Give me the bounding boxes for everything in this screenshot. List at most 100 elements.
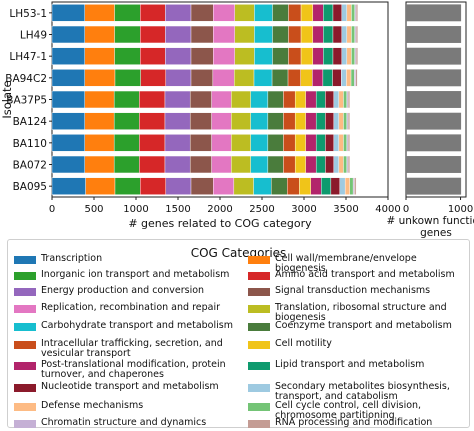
bar-segment [51, 112, 85, 130]
bar-segment [312, 47, 324, 65]
legend-item: RNA processing and modification [248, 418, 466, 428]
legend-label: RNA processing and modification [275, 417, 433, 428]
bar-segment [85, 177, 116, 195]
bar-segment [323, 25, 334, 44]
legend-item: Energy production and conversion [14, 286, 240, 296]
x-tick-label: 3500 [333, 204, 358, 215]
bar-segment [343, 155, 348, 174]
legend-item: Lipid transport and metabolism [248, 360, 466, 370]
bar-segment [254, 47, 273, 65]
bar-segment [351, 25, 356, 44]
unknown-bar [406, 4, 462, 22]
y-tick-label: BA124 [13, 116, 48, 128]
bar-segment [267, 134, 284, 152]
legend-label: Lipid transport and metabolism [275, 359, 425, 370]
bar-segment [347, 134, 350, 152]
bar-segment [287, 69, 301, 87]
bar-segment [84, 69, 116, 87]
bar-segment [139, 112, 166, 130]
legend-label: Defense mechanisms [41, 400, 144, 411]
bar-segment [254, 25, 273, 44]
unknown-bar [406, 177, 462, 195]
bar-segment [315, 112, 326, 130]
bar-segment [300, 4, 314, 22]
legend-swatch [14, 256, 36, 264]
bar-segment [211, 134, 232, 152]
legend-label: Energy production and conversion [41, 285, 205, 296]
legend-swatch [248, 305, 270, 313]
legend-swatch [248, 288, 270, 296]
unknown-bar [406, 26, 462, 43]
bar-segment [213, 47, 235, 65]
bar-segment [250, 112, 269, 130]
bar-segment [333, 134, 340, 152]
x-tick-label: 2500 [249, 204, 274, 215]
bar-segment [139, 25, 166, 44]
bar-segment [272, 25, 289, 44]
bar-segment [350, 69, 355, 87]
bar-segment [305, 112, 317, 130]
bar-segment [315, 134, 326, 152]
legend-swatch [248, 256, 270, 264]
bar-segment [294, 90, 306, 109]
legend-label: Coenzyme transport and metabolism [275, 320, 452, 331]
bar-segment [51, 47, 85, 65]
y-tick-label: BA110 [13, 138, 47, 150]
bar-segment [347, 112, 350, 130]
bar-segment [267, 90, 284, 109]
legend-label: Post-translational modification, protein… [41, 359, 226, 380]
bar-segment [339, 177, 346, 195]
legend-swatch [14, 420, 36, 428]
bar-segment [139, 47, 166, 65]
bar-segment [346, 47, 352, 65]
legend-label: Nucleotide transport and metabolism [41, 381, 219, 392]
bar-segment [315, 155, 326, 174]
bar-segment [51, 155, 85, 174]
bar-segment [253, 69, 273, 87]
y-tick-label: BA37P5 [6, 95, 47, 107]
bar-segment [288, 4, 302, 22]
legend-item: Carbohydrate transport and metabolism [14, 321, 240, 331]
legend-item: Cell cycle control, cell division, chrom… [248, 401, 466, 421]
y-tick-label: LH53-1 [9, 8, 47, 20]
legend-label: Chromatin structure and dynamics [41, 417, 207, 428]
legend-swatch [248, 420, 270, 428]
bar-segment [332, 69, 342, 87]
bar-segment [165, 47, 192, 65]
legend-item: Transcription [14, 254, 240, 264]
legend-item: Coenzyme transport and metabolism [248, 321, 466, 331]
legend-swatch [248, 362, 270, 370]
bar-segment [299, 177, 311, 195]
bar-segment [349, 177, 354, 195]
legend-swatch [14, 384, 36, 392]
legend-swatch [14, 288, 36, 296]
bar-segment [213, 177, 235, 195]
bar-segment [333, 112, 340, 130]
bar-segment [190, 47, 214, 65]
bar-segment [234, 69, 255, 87]
bar-segment [351, 4, 356, 22]
bar-segment [267, 155, 284, 174]
bar-segment [267, 112, 284, 130]
bar-segment [343, 134, 348, 152]
bar-segment [312, 69, 324, 87]
bar-segment [312, 25, 324, 44]
legend-item: Nucleotide transport and metabolism [14, 382, 240, 392]
bar-segment [305, 90, 317, 109]
legend-item: Chromatin structure and dynamics [14, 418, 240, 428]
bar-segment [272, 47, 289, 65]
legend-label: Signal transduction mechanisms [275, 285, 431, 296]
legend-item: Intracellular trafficking, secretion, an… [14, 339, 240, 359]
bar-segment [332, 4, 343, 22]
bar-segment [332, 47, 343, 65]
unknown-bar [406, 91, 462, 108]
bar-segment [84, 25, 115, 44]
bar-segment [51, 4, 85, 22]
bar-segment [341, 4, 348, 22]
x-tick-label: 4000 [375, 204, 400, 215]
bar-segment [341, 69, 347, 87]
legend-label: Translation, ribosomal structure and bio… [275, 302, 447, 323]
bar-segment [338, 155, 344, 174]
unknown-bar [406, 112, 462, 130]
